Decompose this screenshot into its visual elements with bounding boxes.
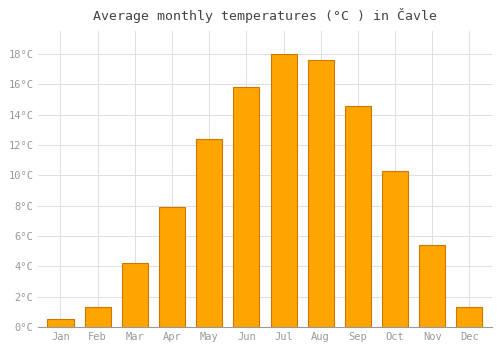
Title: Average monthly temperatures (°C ) in Čavle: Average monthly temperatures (°C ) in Ča… — [93, 8, 437, 23]
Bar — [234, 88, 260, 327]
Bar — [84, 307, 110, 327]
Bar — [196, 139, 222, 327]
Bar — [345, 106, 371, 327]
Bar — [308, 60, 334, 327]
Bar — [456, 307, 482, 327]
Bar — [122, 263, 148, 327]
Bar — [382, 171, 408, 327]
Bar — [48, 319, 74, 327]
Bar — [419, 245, 445, 327]
Bar — [270, 54, 296, 327]
Bar — [159, 207, 185, 327]
